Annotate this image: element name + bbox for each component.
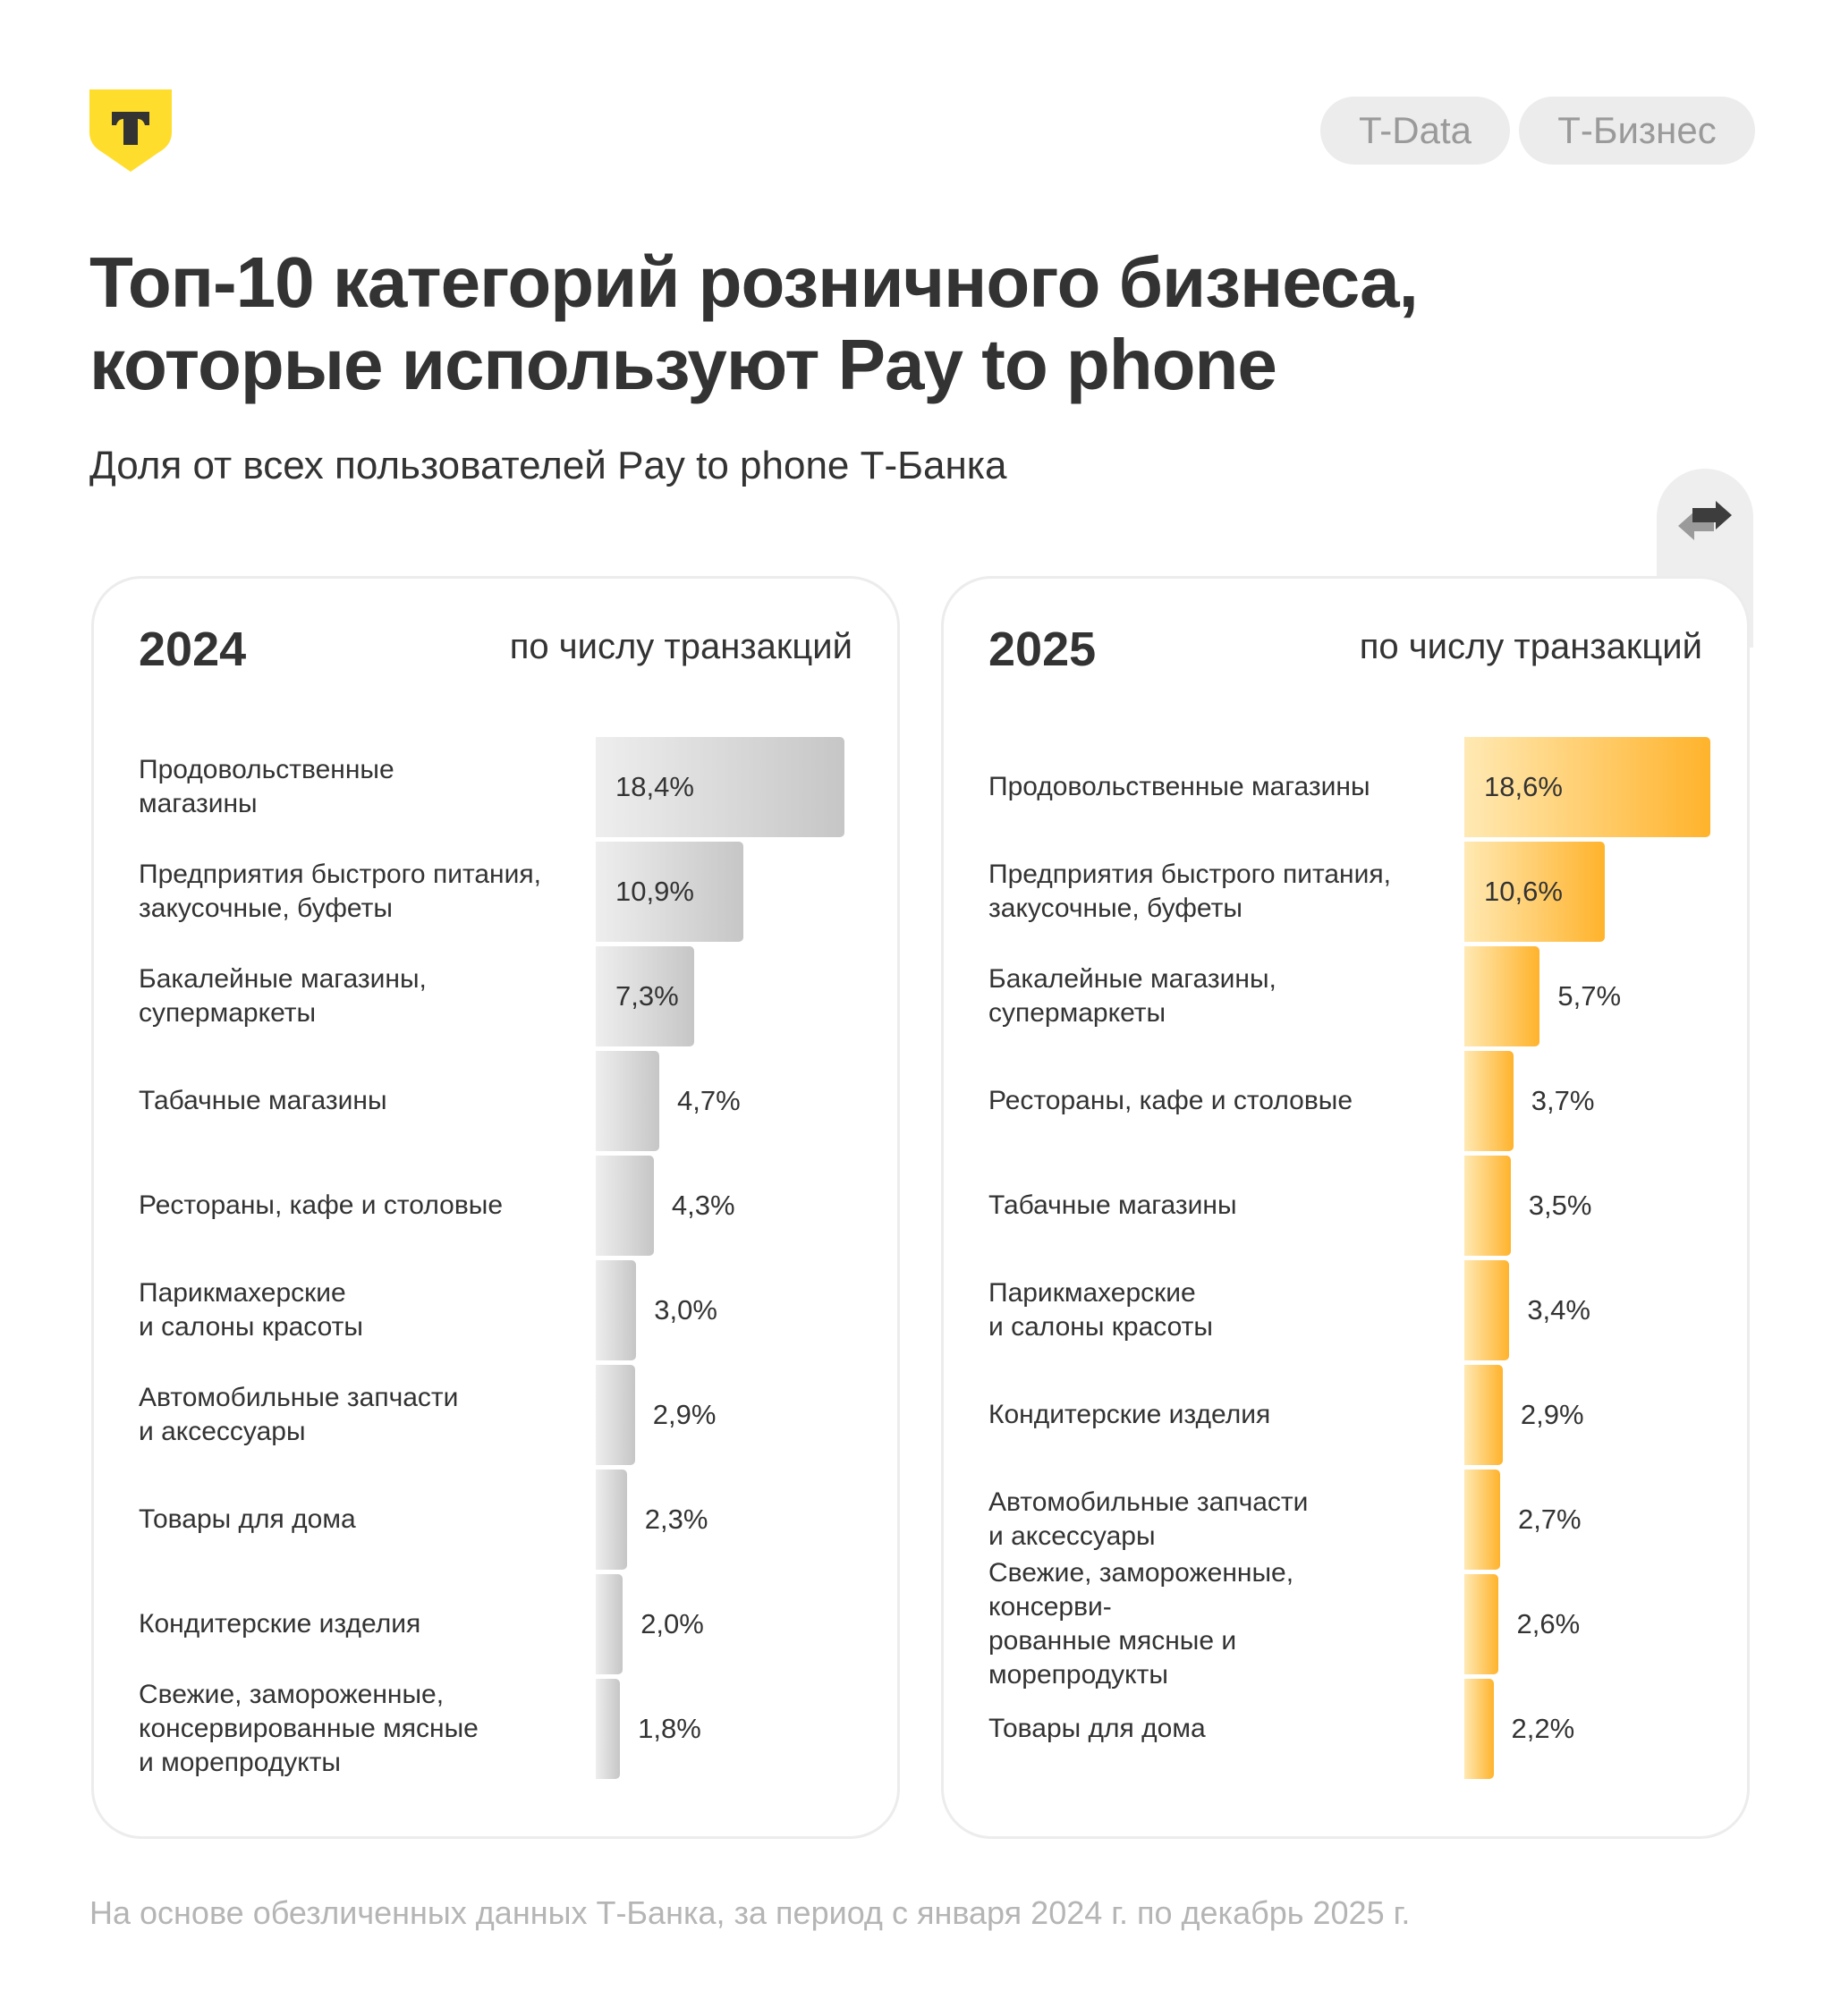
value-label: 2,2% <box>1511 1713 1575 1744</box>
bar-row: Табачные магазины 4,7% <box>94 1051 897 1151</box>
value-label: 4,7% <box>676 1085 741 1116</box>
value-label: 2,3% <box>644 1504 708 1535</box>
bar <box>1464 1365 1503 1465</box>
card-2024: 2024 по числу транзакций Продовольственн… <box>91 576 900 1839</box>
value-label: 3,4% <box>1527 1294 1590 1326</box>
bar-row: Продовольственные магазины 18,4% <box>94 737 897 837</box>
bar <box>1464 737 1711 837</box>
bar <box>596 1156 654 1256</box>
value-label: 3,0% <box>654 1294 717 1326</box>
value-label: 2,6% <box>1516 1608 1581 1639</box>
bar-row: Товары для дома 2,3% <box>94 1470 897 1570</box>
bar <box>1464 1470 1500 1570</box>
category-label: Предприятия быстрого питания, закусочные… <box>139 860 541 923</box>
card-2025: 2025 по числу транзакций Продовольственн… <box>941 576 1750 1839</box>
category-label: Автомобильные запчасти и аксессуары <box>988 1487 1309 1551</box>
category-label: Товары для дома <box>988 1714 1206 1743</box>
value-label: 2,0% <box>640 1608 704 1639</box>
bar <box>1464 1260 1510 1360</box>
page-title: Топ-10 категорий розничного бизнеса, кото… <box>89 241 1419 406</box>
category-label: Рестораны, кафе и столовые <box>139 1190 504 1220</box>
bar-row: Рестораны, кафе и столовые 4,3% <box>94 1156 897 1256</box>
bar-row: Товары для дома 2,2% <box>944 1679 1747 1779</box>
bar-row: Автомобильные запчасти и аксессуары 2,9% <box>94 1365 897 1465</box>
bar <box>596 737 844 837</box>
bar-row: Продовольственные магазины 18,6% <box>944 737 1747 837</box>
bar <box>1464 1679 1494 1779</box>
category-label: Товары для дома <box>139 1504 356 1534</box>
value-label: 10,6% <box>1484 876 1563 907</box>
value-label: 5,7% <box>1557 980 1622 1012</box>
bar-row: Парикмахерские и салоны красоты 3,0% <box>94 1260 897 1360</box>
title-line-2: которые используют Pay to phone <box>89 325 1277 404</box>
bar-row: Предприятия быстрого питания, закусочные… <box>94 842 897 942</box>
category-label: Продовольственные магазины <box>988 772 1370 801</box>
t-bank-logo <box>89 89 172 172</box>
metric-label: по числу транзакций <box>1359 627 1702 666</box>
value-label: 4,3% <box>671 1190 735 1221</box>
category-label: Табачные магазины <box>988 1190 1237 1220</box>
year-label: 2024 <box>139 623 247 676</box>
category-label: Свежие, замороженные, консервированные м… <box>139 1680 479 1777</box>
bar-row: Свежие, замороженные, консерви- рованные… <box>944 1558 1747 1690</box>
category-label: Продовольственные магазины <box>139 755 394 818</box>
value-label: 1,8% <box>638 1713 701 1744</box>
tag-t-data[interactable]: T-Data <box>1320 97 1510 165</box>
bar <box>596 1470 627 1570</box>
category-label: Рестораны, кафе и столовые <box>988 1086 1353 1115</box>
bar-row: Предприятия быстрого питания, закусочные… <box>944 842 1747 942</box>
value-label: 2,9% <box>652 1399 717 1430</box>
bar-row: Бакалейные магазины, супермаркеты 7,3% <box>94 946 897 1046</box>
category-label: Кондитерские изделия <box>139 1609 421 1639</box>
subtitle: Доля от всех пользователей Pay to phone … <box>89 444 1007 487</box>
bar-row: Автомобильные запчасти и аксессуары 2,7% <box>944 1470 1747 1570</box>
value-label: 2,7% <box>1517 1504 1582 1535</box>
bar <box>1464 1051 1514 1151</box>
bar-row: Кондитерские изделия 2,9% <box>944 1365 1747 1465</box>
bar <box>1464 1156 1511 1256</box>
category-label: Автомобильные запчасти и аксессуары <box>139 1383 459 1446</box>
value-label: 7,3% <box>615 980 679 1012</box>
value-label: 10,9% <box>615 876 694 907</box>
bar <box>1464 946 1540 1046</box>
category-label: Кондитерские изделия <box>988 1400 1271 1429</box>
bar-row: Табачные магазины 3,5% <box>944 1156 1747 1256</box>
category-label: Предприятия быстрого питания, закусочные… <box>988 860 1391 923</box>
bar <box>596 842 743 942</box>
bar <box>596 1574 623 1674</box>
bar <box>596 1679 621 1779</box>
bar-row: Свежие, замороженные, консервированные м… <box>94 1679 897 1779</box>
footnote: На основе обезличенных данных Т-Банка, з… <box>89 1894 1411 1931</box>
bar <box>596 1051 659 1151</box>
bar <box>1464 842 1605 942</box>
bar <box>596 946 695 1046</box>
value-label: 18,6% <box>1484 771 1563 802</box>
bar-row: Рестораны, кафе и столовые 3,7% <box>944 1051 1747 1151</box>
category-label: Свежие, замороженные, консерви- рованные… <box>988 1558 1294 1690</box>
category-label: Табачные магазины <box>139 1086 387 1115</box>
bar-row: Бакалейные магазины, супермаркеты 5,7% <box>944 946 1747 1046</box>
category-label: Парикмахерские и салоны красоты <box>139 1278 363 1342</box>
bar <box>1464 1574 1499 1674</box>
value-label: 2,9% <box>1520 1399 1584 1430</box>
value-label: 3,5% <box>1528 1190 1592 1221</box>
category-label: Бакалейные магазины, супермаркеты <box>988 964 1276 1028</box>
bar <box>596 1260 637 1360</box>
category-label: Бакалейные магазины, супермаркеты <box>139 964 427 1028</box>
value-label: 3,7% <box>1531 1085 1595 1116</box>
swap-arrows-icon <box>1678 501 1732 540</box>
tag-t-business[interactable]: Т-Бизнес <box>1519 97 1755 165</box>
bar-row: Парикмахерские и салоны красоты 3,4% <box>944 1260 1747 1360</box>
year-label: 2025 <box>988 623 1097 676</box>
bar <box>596 1365 635 1465</box>
value-label: 18,4% <box>615 771 694 802</box>
bar-row: Кондитерские изделия 2,0% <box>94 1574 897 1674</box>
metric-label: по числу транзакций <box>509 627 852 666</box>
category-label: Парикмахерские и салоны красоты <box>988 1278 1213 1342</box>
title-line-1: Топ-10 категорий розничного бизнеса, <box>89 242 1419 322</box>
